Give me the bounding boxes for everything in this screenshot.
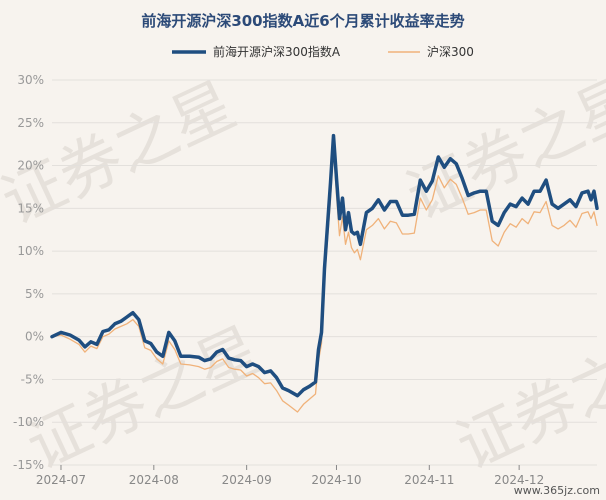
legend-label-fund: 前海开源沪深300指数A [213,44,341,59]
x-tick-label: 2024-09 [222,473,272,487]
y-tick-label: 20% [17,159,44,173]
plot-area [50,133,599,413]
series-line-fund [50,133,599,398]
y-tick-label: 0% [25,330,44,344]
y-tick-label: 5% [25,287,44,301]
y-tick-label: -15% [13,458,44,472]
y-tick-label: -5% [21,372,44,386]
x-axis: 2024-07 2024-08 2024-09 2024-10 2024-11 2024-… [36,465,544,487]
x-tick-label: 2024-08 [129,473,179,487]
watermark: 证券之星 证券之星 证券之星 证券之星 [0,63,606,484]
legend: 前海开源沪深300指数A 沪深300 [172,44,474,59]
x-tick-label: 2024-11 [404,473,454,487]
y-tick-label: 25% [17,116,44,130]
y-tick-label: -10% [13,415,44,429]
watermark-text-4: 证券之星 [445,313,606,484]
x-tick-label: 2024-07 [36,473,86,487]
x-tick-label: 2024-10 [311,473,361,487]
legend-label-index: 沪深300 [427,45,474,59]
x-tick-label: 2024-12 [494,473,544,487]
series-line-index [51,147,598,413]
y-tick-label: 10% [17,244,44,258]
y-tick-label: 30% [17,73,44,87]
chart-title: 前海开源沪深300指数A近6个月累计收益率走势 [141,12,464,30]
y-axis: -15% -10% -5% 0% 5% 10% 15% 20% 25% 30% [13,73,44,472]
y-tick-label: 15% [17,201,44,215]
credit-text: www.365jz.com [514,484,600,497]
